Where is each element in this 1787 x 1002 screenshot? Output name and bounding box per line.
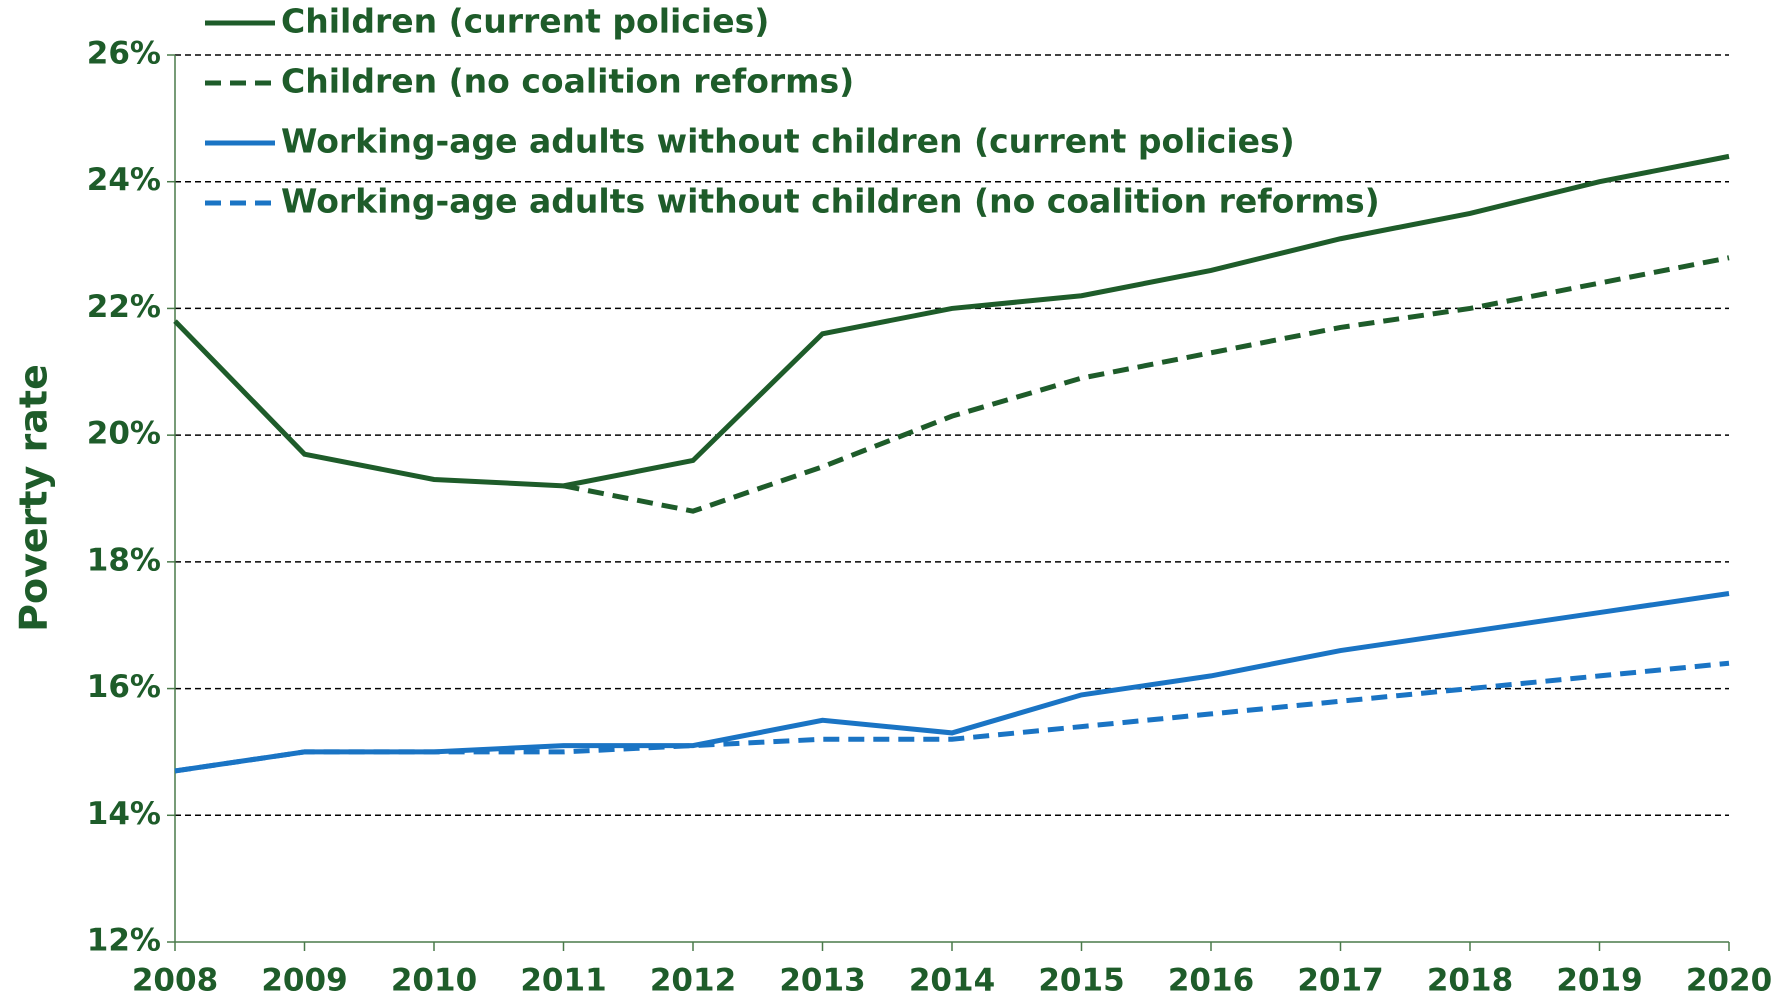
x-tick-label: 2018 bbox=[1427, 963, 1513, 999]
y-tick-label: 14% bbox=[87, 796, 161, 832]
y-tick-label: 16% bbox=[87, 669, 161, 705]
series-line bbox=[563, 255, 1730, 514]
y-tick-label: 12% bbox=[87, 923, 161, 959]
x-tick-label: 2008 bbox=[132, 963, 218, 999]
y-tick-label: 26% bbox=[87, 36, 161, 72]
x-tick-label: 2017 bbox=[1297, 963, 1383, 999]
series-line bbox=[174, 591, 1730, 774]
y-tick-label: 22% bbox=[87, 289, 161, 325]
legend-label: Children (current policies) bbox=[281, 2, 769, 41]
y-tick-label: 18% bbox=[87, 542, 161, 578]
x-tick-label: 2015 bbox=[1038, 963, 1124, 999]
x-tick-label: 2012 bbox=[650, 963, 736, 999]
x-tick-label: 2016 bbox=[1168, 963, 1254, 999]
legend-label: Children (no coalition reforms) bbox=[281, 62, 854, 101]
x-tick-label: 2019 bbox=[1556, 963, 1642, 999]
series-line bbox=[173, 153, 1730, 489]
x-tick-label: 2013 bbox=[779, 963, 865, 999]
y-tick-label: 20% bbox=[87, 416, 161, 452]
x-tick-label: 2014 bbox=[909, 963, 995, 999]
y-tick-label: 24% bbox=[87, 162, 161, 198]
y-axis-title: Poverty rate bbox=[12, 364, 56, 632]
legend-label: Working-age adults without children (no … bbox=[281, 182, 1380, 221]
x-tick-label: 2010 bbox=[391, 963, 477, 999]
series-line bbox=[174, 660, 1730, 774]
legend-label: Working-age adults without children (cur… bbox=[281, 122, 1295, 161]
x-tick-label: 2020 bbox=[1686, 963, 1772, 999]
x-tick-label: 2009 bbox=[261, 963, 347, 999]
x-tick-label: 2011 bbox=[520, 963, 606, 999]
